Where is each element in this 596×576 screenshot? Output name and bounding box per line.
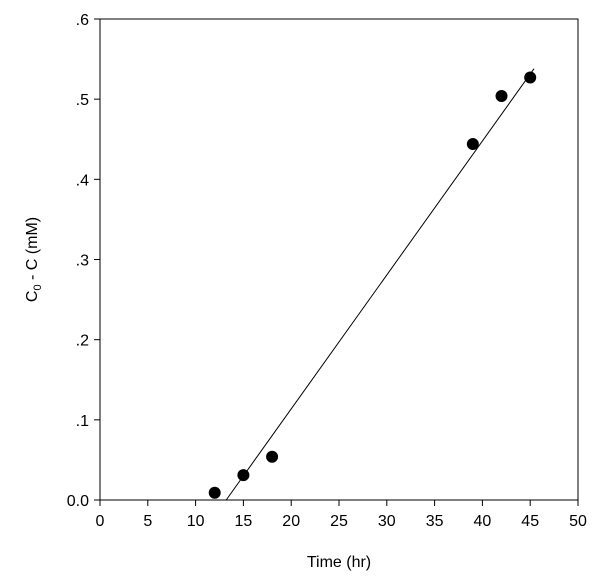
y-axis-label: C0 - C (mM) [24, 217, 44, 302]
y-tick-label: .2 [76, 333, 89, 350]
y-tick-label: .1 [76, 413, 89, 430]
data-point [208, 486, 221, 499]
x-tick-label: 20 [282, 513, 300, 530]
y-axis-label-subscript: 0 [32, 284, 44, 290]
x-tick-label: 5 [143, 513, 152, 530]
y-tick-label: .5 [76, 92, 89, 109]
y-axis-label-rest: - C (mM) [24, 217, 41, 285]
y-tick-label: 0.0 [67, 493, 89, 510]
x-axis: 0 5 10 15 20 25 30 35 40 45 50 [96, 500, 587, 530]
y-tick-label: .4 [76, 172, 89, 189]
x-tick-label: 10 [187, 513, 205, 530]
x-axis-label: Time (hr) [307, 554, 371, 571]
x-tick-label: 40 [474, 513, 492, 530]
data-point [466, 138, 479, 151]
data-point [495, 89, 508, 102]
y-axis-label-main: C [24, 291, 41, 303]
x-tick-label: 0 [96, 513, 105, 530]
fit-line [225, 68, 535, 501]
data-point [237, 469, 250, 482]
x-tick-label: 25 [330, 513, 348, 530]
x-tick-label: 30 [378, 513, 396, 530]
x-tick-label: 50 [569, 513, 587, 530]
x-tick-label: 35 [426, 513, 444, 530]
fit-line-group [225, 68, 535, 501]
x-tick-label: 45 [521, 513, 539, 530]
y-tick-label: .6 [76, 12, 89, 29]
plot-frame [99, 18, 579, 501]
x-tick-label: 15 [235, 513, 253, 530]
y-tick-label: .3 [76, 253, 89, 270]
y-axis: 0.0 .1 .2 .3 .4 .5 .6 [67, 12, 100, 510]
data-point [266, 450, 279, 463]
data-point [524, 71, 537, 84]
data-points [208, 71, 537, 499]
